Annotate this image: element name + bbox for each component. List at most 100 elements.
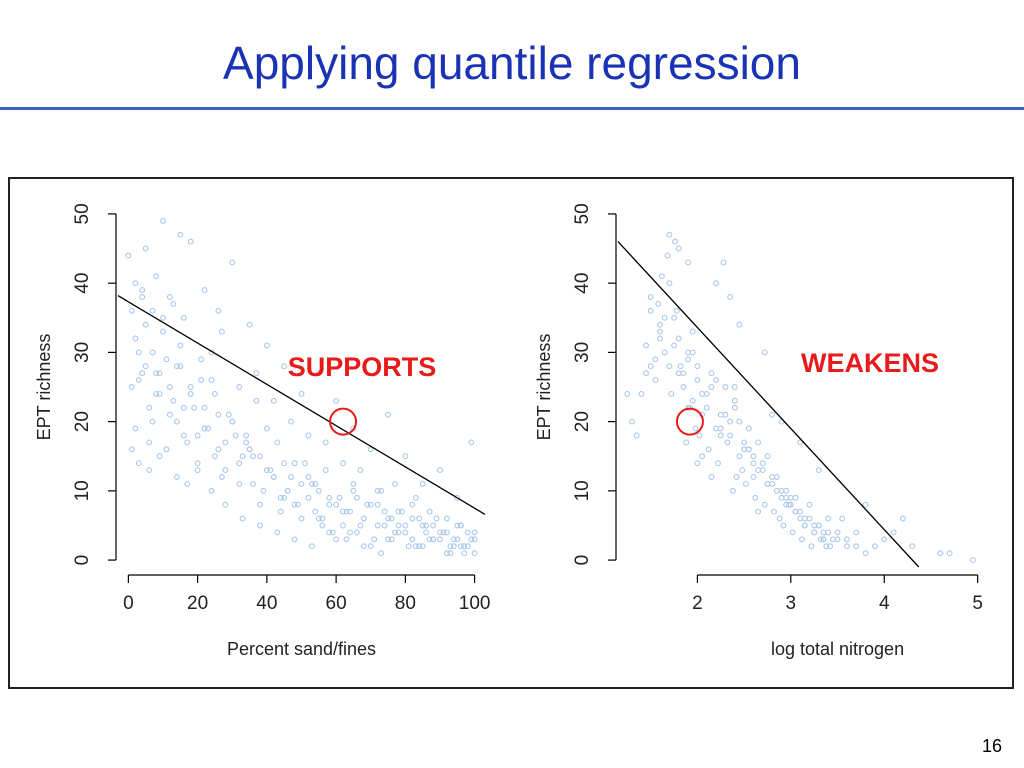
data-point: [135, 377, 142, 384]
data-point: [416, 543, 423, 550]
data-point: [160, 217, 166, 224]
data-point: [270, 397, 277, 404]
data-point: [236, 480, 243, 487]
data-point: [430, 522, 437, 529]
data-point: [729, 487, 736, 494]
data-point: [647, 363, 654, 370]
data-point: [447, 543, 454, 550]
data-point: [153, 390, 160, 397]
data-point: [937, 550, 944, 557]
data-point: [340, 522, 346, 529]
data-point: [713, 425, 720, 432]
data-point: [671, 342, 678, 349]
data-point: [727, 294, 734, 300]
data-point: [312, 480, 319, 487]
data-point: [673, 307, 680, 314]
data-point: [783, 494, 790, 501]
data-point: [454, 522, 461, 529]
data-point: [194, 432, 201, 439]
data-point: [457, 543, 464, 550]
data-point: [229, 418, 236, 425]
data-point: [305, 494, 312, 501]
data-point: [239, 515, 246, 522]
data-point: [839, 515, 846, 522]
data-point: [666, 280, 673, 287]
y-tick-label: 30: [572, 342, 593, 363]
data-point: [815, 467, 822, 474]
data-point: [755, 508, 762, 515]
data-point: [146, 404, 153, 411]
data-point: [291, 460, 298, 467]
data-point: [708, 384, 715, 390]
data-point: [909, 543, 916, 550]
data-point: [430, 536, 437, 543]
data-point: [717, 425, 724, 432]
data-point: [773, 487, 780, 494]
data-point: [419, 480, 426, 487]
x-tick-label: 5: [972, 593, 983, 614]
data-point: [970, 557, 976, 564]
data-point: [128, 307, 135, 314]
data-point: [253, 370, 260, 377]
data-point: [464, 543, 471, 550]
left-chart: 0 20 40 60 80 100 Percent sand/fines 0 10 20 30 40 5…: [34, 203, 490, 659]
data-point: [274, 439, 281, 446]
data-point: [643, 342, 649, 349]
data-point: [440, 529, 447, 536]
data-point: [381, 522, 388, 529]
data-point: [696, 432, 703, 439]
data-point: [201, 425, 208, 432]
data-point: [731, 397, 738, 404]
data-point: [395, 529, 402, 536]
page-number: 16: [981, 736, 1002, 756]
data-point: [315, 487, 322, 494]
data-point: [191, 404, 198, 411]
data-point: [166, 384, 173, 390]
data-point: [149, 349, 156, 356]
data-point: [739, 467, 746, 474]
data-point: [731, 404, 738, 411]
data-point: [215, 446, 222, 453]
data-point: [298, 515, 305, 522]
data-point: [257, 453, 263, 460]
data-point: [142, 363, 149, 370]
data-point: [250, 453, 256, 460]
data-point: [423, 529, 430, 536]
data-point: [319, 522, 326, 529]
data-point: [871, 543, 878, 550]
data-point: [194, 460, 201, 467]
data-point: [263, 342, 270, 349]
data-point: [741, 446, 748, 453]
data-point: [457, 522, 464, 529]
data-point: [783, 487, 790, 494]
data-point: [187, 390, 194, 397]
data-point: [450, 536, 457, 543]
data-point: [713, 377, 720, 384]
data-point: [862, 550, 869, 557]
data-point: [433, 515, 440, 522]
data-point: [745, 446, 752, 453]
data-point: [257, 501, 263, 508]
data-point: [423, 522, 430, 529]
data-point: [764, 453, 771, 460]
data-point: [755, 439, 762, 446]
data-point: [853, 543, 860, 550]
data-point: [708, 474, 715, 480]
data-point: [419, 543, 426, 550]
data-point: [142, 245, 149, 252]
data-point: [260, 487, 267, 494]
data-point: [388, 536, 395, 543]
data-point: [257, 522, 263, 529]
data-point: [823, 543, 830, 550]
data-point: [443, 515, 450, 522]
data-point: [761, 349, 768, 356]
data-point: [239, 453, 246, 460]
data-point: [426, 508, 433, 515]
data-point: [343, 508, 350, 515]
right-chart-y-axis-label: EPT richness: [534, 334, 554, 441]
y-tick-label: 40: [72, 273, 93, 294]
data-point: [759, 467, 766, 474]
data-point: [685, 259, 692, 266]
data-point: [703, 404, 710, 411]
data-point: [340, 460, 346, 467]
